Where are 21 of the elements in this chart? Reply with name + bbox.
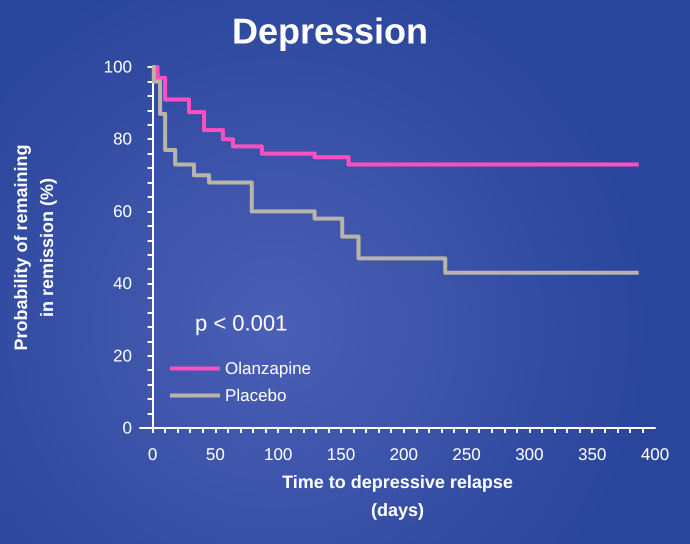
x-axis-title: Time to depressive relapse (days) <box>282 472 513 520</box>
x-tick-label: 250 <box>452 445 481 464</box>
x-tick-label: 0 <box>148 445 158 464</box>
x-tick-label: 200 <box>390 445 418 464</box>
legend-label: Placebo <box>225 386 286 405</box>
y-tick-label: 60 <box>113 202 132 221</box>
x-tick-label: 350 <box>578 445 606 464</box>
y-tick-label: 20 <box>113 346 132 366</box>
y-tick-label: 0 <box>122 418 132 438</box>
annotation: p < 0.001 <box>195 310 288 336</box>
y-axis-title: Probability of remaining in remission (%) <box>11 144 57 351</box>
x-tick-label: 50 <box>206 445 225 464</box>
x-tick-label: 400 <box>640 445 670 464</box>
chart-title: Depression <box>232 10 428 52</box>
legend-label: Olanzapine <box>225 359 312 378</box>
y-tick-label: 40 <box>113 274 132 294</box>
y-tick-label: 80 <box>113 130 132 149</box>
x-tick-label: 100 <box>264 445 292 464</box>
y-tick-label: 100 <box>104 58 132 76</box>
x-tick-label: 150 <box>326 445 356 464</box>
x-tick-label: 300 <box>515 445 544 464</box>
